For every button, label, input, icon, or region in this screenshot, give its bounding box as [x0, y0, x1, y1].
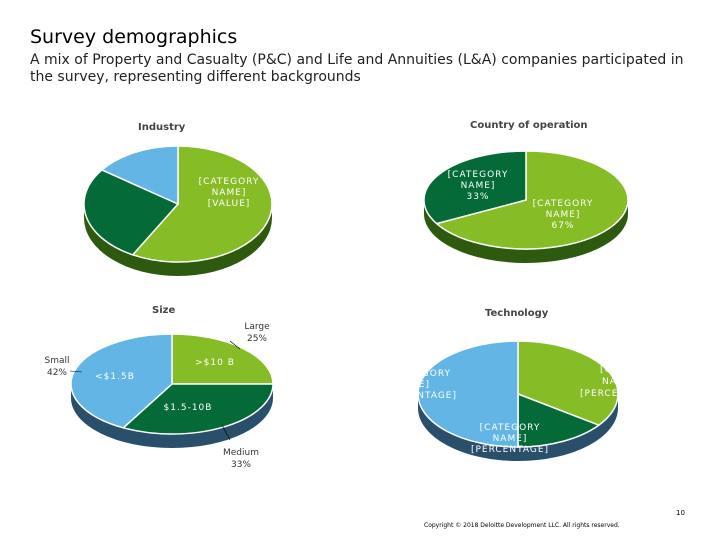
- size-leader-large: [229, 340, 241, 350]
- country-slice-2: [423, 150, 527, 225]
- country-label-b-line-3: 33%: [466, 192, 489, 202]
- industry-label-line-1: [CATEGORY: [199, 177, 260, 187]
- country-pie: [CATEGORY NAME] 67% [CATEGORY NAME] 33%: [423, 150, 629, 263]
- technology-slice-3: [417, 340, 519, 448]
- technology-green-label-line-2: NA: [602, 377, 617, 387]
- size-callout-medium-line-1: Medium: [223, 448, 259, 458]
- size-slice-1: [171, 333, 274, 385]
- technology-dark-label-line-2: NAME]: [493, 434, 528, 444]
- industry-label-line-2: NAME]: [212, 188, 247, 198]
- size-slice-label-2: $1.5-10B: [164, 403, 213, 413]
- page-number: 10: [676, 509, 685, 517]
- industry-label-line-3: [VALUE]: [208, 199, 251, 209]
- country-slice-1: [435, 150, 629, 250]
- size-leader-medium: [221, 424, 231, 441]
- industry-chart-title: Industry: [138, 122, 186, 133]
- size-pie-depth: [71, 384, 273, 448]
- page-subtitle: A mix of Property and Casualty (P&C) and…: [30, 52, 684, 85]
- country-label-b-line-2: NAME]: [461, 181, 496, 191]
- country-label-b-line-1: [CATEGORY: [448, 170, 509, 180]
- page-title: Survey demographics: [30, 26, 238, 48]
- size-callout-small-line-1: Small: [45, 356, 70, 366]
- technology-blue-label-line-1: GORY: [422, 369, 451, 379]
- size-callout-small-line-2: 42%: [47, 368, 67, 378]
- size-slice-label-3: <$1.5B: [95, 372, 135, 382]
- industry-pie-depth: [84, 204, 272, 276]
- size-callout-large-line-2: 25%: [247, 334, 267, 344]
- technology-pie-depth: [418, 394, 618, 461]
- industry-pie: [CATEGORY NAME] [VALUE]: [83, 145, 273, 276]
- copyright-notice: Copyright © 2018 Deloitte Development LL…: [424, 522, 620, 529]
- technology-chart-title: Technology: [485, 308, 549, 319]
- technology-blue-label-line-2: E]: [419, 380, 430, 390]
- technology-slice-2: [517, 392, 601, 448]
- size-callout-medium-line-2: 33%: [231, 460, 251, 470]
- country-label-a-line-2: NAME]: [546, 210, 581, 220]
- technology-dark-label-line-3: [PERCENTAGE]: [471, 445, 549, 455]
- country-chart-title: Country of operation: [470, 120, 588, 131]
- industry-slice-1: [131, 145, 273, 263]
- country-pie-depth: [424, 200, 628, 263]
- size-slice-label-1: >$10 B: [195, 358, 235, 368]
- country-label-a-line-1: [CATEGORY: [533, 199, 594, 209]
- technology-green-label-line-3: [PERCE: [580, 389, 618, 399]
- country-label-a-line-3: 67%: [551, 221, 574, 231]
- technology-slice-1: [517, 340, 619, 426]
- industry-slice-3: [100, 145, 179, 206]
- technology-blue-label-line-3: NTAGE]: [417, 391, 457, 401]
- size-leader-small: [69, 370, 83, 373]
- size-pie: >$10 B $1.5-10B <$1.5B Large 25% Medium …: [45, 322, 274, 470]
- technology-pie: [CAT NA [PERCE [CATEGORY NAME] [PERCENTA…: [417, 340, 625, 461]
- size-callout-large-line-1: Large: [244, 322, 270, 332]
- size-chart-title: Size: [152, 305, 176, 316]
- technology-dark-label-line-1: [CATEGORY: [480, 423, 541, 433]
- technology-green-label-line-1: [CAT: [600, 365, 625, 375]
- industry-slice-2: [83, 169, 180, 256]
